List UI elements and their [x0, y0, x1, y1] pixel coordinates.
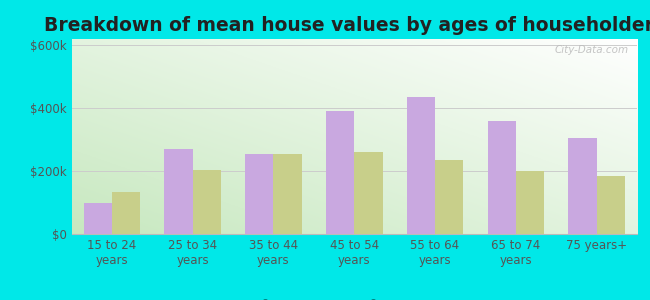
Bar: [245, 154, 274, 234]
Bar: [597, 176, 625, 234]
Bar: [488, 121, 516, 234]
Bar: [568, 138, 597, 234]
Legend: Gibraltar, Wisconsin: Gibraltar, Wisconsin: [246, 295, 462, 300]
Bar: [407, 97, 435, 234]
Bar: [516, 171, 544, 234]
Bar: [326, 111, 354, 234]
Text: City-Data.com: City-Data.com: [554, 45, 629, 55]
Title: Breakdown of mean house values by ages of householders: Breakdown of mean house values by ages o…: [44, 16, 650, 35]
Bar: [274, 154, 302, 234]
Bar: [192, 169, 221, 234]
Bar: [354, 152, 382, 234]
Bar: [435, 160, 463, 234]
Bar: [112, 191, 140, 234]
Bar: [84, 202, 112, 234]
Bar: [164, 149, 192, 234]
